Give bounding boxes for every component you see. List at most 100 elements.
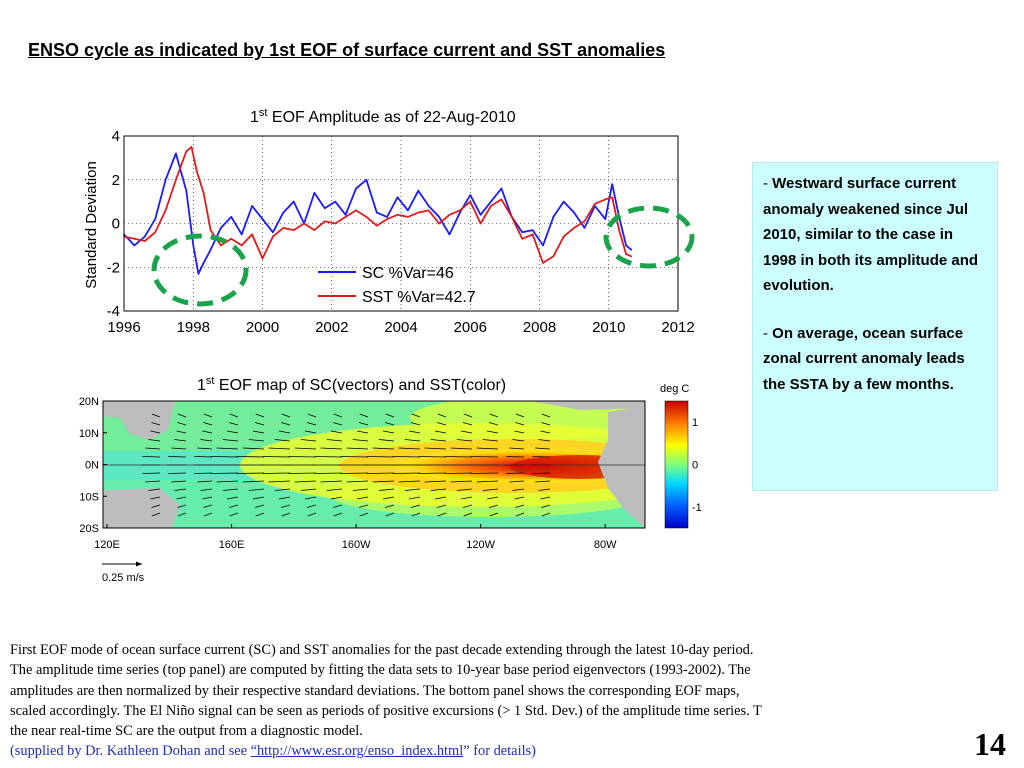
current-vector [352, 439, 369, 442]
map-y-tick-label: 20S [79, 523, 99, 535]
data-point [344, 216, 347, 218]
data-point [303, 222, 305, 225]
current-vector [411, 512, 421, 517]
data-point [604, 218, 607, 220]
current-vector [541, 512, 551, 517]
data-point [324, 220, 326, 223]
current-vector [410, 422, 421, 426]
current-vector [300, 488, 317, 491]
caption-line-2: The amplitude time series (top panel) ar… [10, 662, 751, 679]
current-vectors [141, 413, 551, 517]
central-america-land [530, 401, 645, 410]
current-vector [359, 512, 369, 517]
plot-frame [123, 135, 679, 312]
current-vector [515, 504, 525, 508]
current-vector [509, 480, 525, 483]
current-vector [340, 472, 369, 474]
data-point [230, 238, 233, 240]
current-vector [171, 447, 187, 450]
current-vector [197, 480, 213, 483]
current-vector [515, 413, 525, 418]
current-vector [150, 496, 161, 500]
data-point [448, 233, 451, 236]
current-vector [176, 496, 187, 500]
current-vector [280, 422, 291, 426]
x-tick-label: 2012 [661, 319, 694, 336]
current-vector [532, 472, 551, 474]
data-point [427, 205, 430, 207]
legend-label: SST %Var=42.7 [362, 289, 476, 306]
map-y-tick-label: 10S [79, 491, 99, 503]
current-vector [314, 472, 343, 474]
data-point [272, 235, 274, 238]
current-vector [541, 413, 551, 418]
data-point [459, 209, 461, 212]
data-point [625, 244, 627, 247]
data-point [417, 211, 420, 214]
current-vector [450, 447, 473, 450]
highlight-circle-1998 [151, 233, 249, 307]
current-vector [463, 512, 473, 517]
data-point [202, 192, 205, 194]
x-tick-label: 2008 [523, 319, 556, 336]
data-point [365, 216, 368, 218]
current-vector [200, 488, 213, 491]
data-point [164, 209, 167, 212]
current-vector [366, 472, 395, 474]
data-point [251, 233, 253, 236]
colorbar-tick-label: 0 [692, 460, 698, 472]
credit-link[interactable]: “http://www.esr.org/enso_index.html [250, 743, 464, 760]
x-tick-label: 2002 [315, 319, 348, 336]
current-vector [476, 447, 499, 450]
current-vector [489, 413, 499, 418]
current-vector [398, 480, 421, 483]
current-vector [382, 496, 395, 500]
current-vector [358, 422, 369, 426]
data-point [459, 211, 461, 214]
current-vector [168, 472, 187, 474]
current-vector [304, 496, 317, 500]
current-vector [320, 447, 343, 450]
notes-box: - Westward surface current anomaly weake… [752, 162, 998, 491]
colorbar-label: deg C [660, 383, 689, 395]
current-vector [216, 480, 239, 483]
current-vector [248, 439, 265, 442]
data-point [427, 209, 430, 212]
data-point [407, 209, 409, 212]
current-vector [203, 413, 213, 418]
current-vector [151, 422, 161, 426]
current-vector [294, 480, 317, 483]
current-vector [535, 480, 551, 483]
data-point [542, 244, 544, 247]
current-vector [424, 447, 447, 450]
data-point [630, 248, 633, 251]
data-point [195, 170, 198, 172]
data-point [479, 222, 482, 225]
current-vector [236, 472, 265, 474]
data-point [334, 222, 337, 225]
current-vector [281, 413, 291, 418]
current-vector [434, 430, 447, 434]
data-point [511, 216, 513, 218]
data-point [552, 255, 555, 258]
note-text-1: Westward surface current anomaly weakene… [763, 175, 979, 294]
current-vector [430, 439, 447, 442]
data-point [292, 200, 295, 203]
current-vector [222, 488, 239, 491]
current-vector [384, 422, 395, 426]
current-vector [366, 456, 395, 458]
current-vector [378, 488, 395, 491]
current-vector [203, 512, 213, 517]
data-point [542, 262, 544, 264]
page-number: 14 [974, 726, 1006, 762]
current-vector [314, 456, 343, 458]
data-point [164, 178, 167, 181]
current-vector [463, 413, 473, 418]
current-vector [229, 413, 239, 418]
data-point [531, 233, 534, 236]
current-vector [460, 496, 473, 500]
current-vector [512, 439, 525, 442]
current-vector [174, 439, 187, 442]
highlight-circle-2010 [603, 205, 695, 269]
current-vector [202, 496, 213, 500]
